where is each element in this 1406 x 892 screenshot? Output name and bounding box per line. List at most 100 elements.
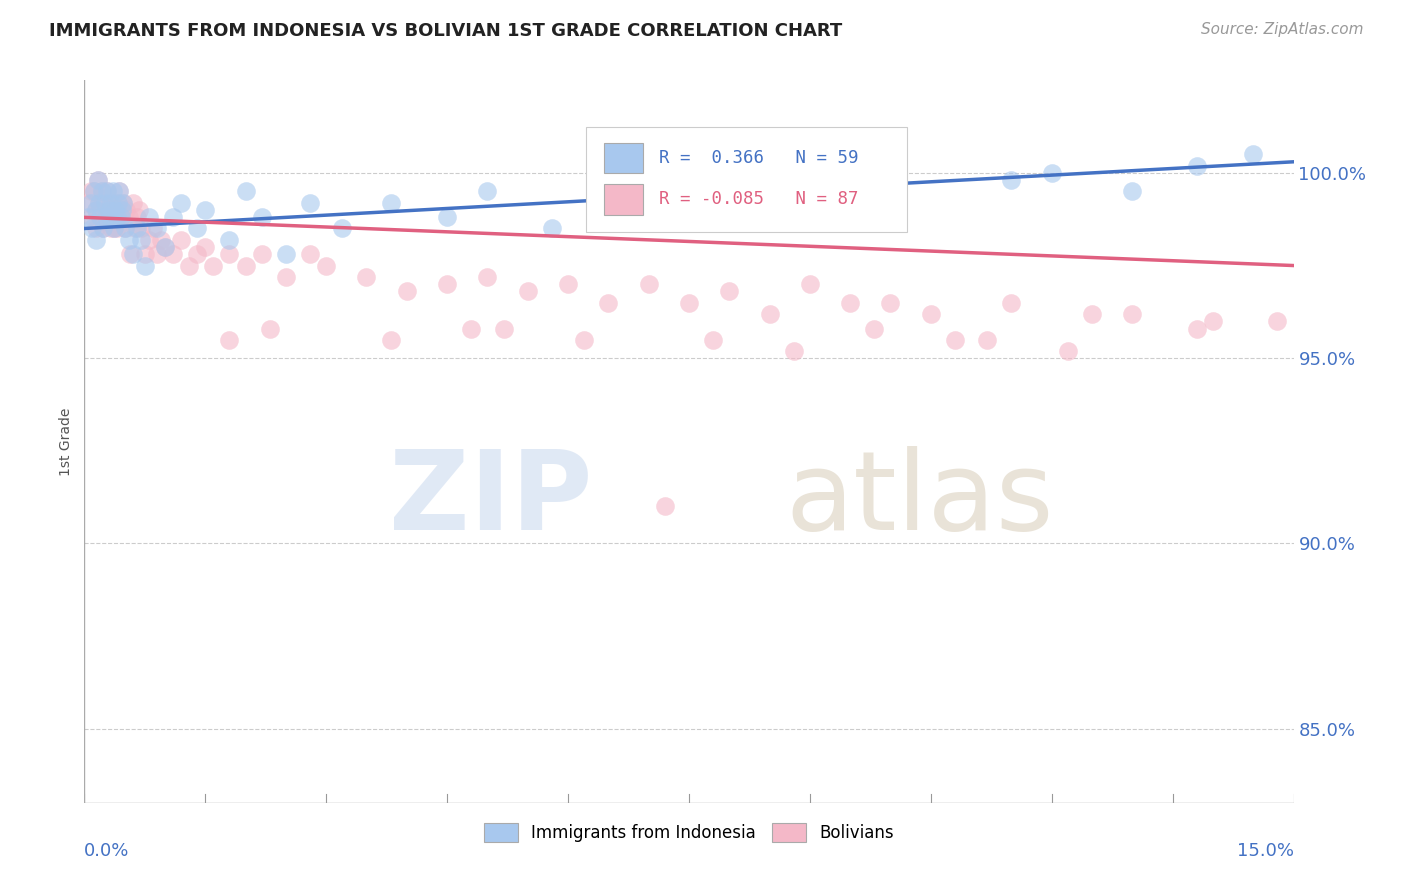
Point bbox=[1121, 307, 1143, 321]
Point bbox=[436, 277, 458, 291]
Point bbox=[94, 211, 117, 225]
Point bbox=[128, 202, 150, 217]
Point bbox=[77, 195, 100, 210]
Point bbox=[194, 202, 217, 217]
Point bbox=[274, 269, 297, 284]
Point bbox=[97, 202, 120, 217]
Text: R =  0.366   N = 59: R = 0.366 N = 59 bbox=[659, 149, 858, 168]
Point bbox=[142, 221, 165, 235]
Point bbox=[89, 211, 111, 225]
Point bbox=[134, 259, 156, 273]
Point bbox=[162, 211, 184, 225]
Point bbox=[98, 211, 121, 225]
Point bbox=[1241, 147, 1264, 161]
Point bbox=[153, 240, 176, 254]
Point bbox=[380, 195, 402, 210]
Point bbox=[1081, 307, 1104, 321]
Text: Source: ZipAtlas.com: Source: ZipAtlas.com bbox=[1201, 22, 1364, 37]
Point bbox=[87, 195, 110, 210]
Point bbox=[87, 173, 110, 187]
Point bbox=[83, 185, 105, 199]
Point bbox=[86, 233, 108, 247]
Point bbox=[86, 221, 108, 235]
Point bbox=[146, 221, 169, 235]
Point bbox=[799, 277, 821, 291]
Point bbox=[395, 285, 418, 299]
Point bbox=[1185, 159, 1208, 173]
Point bbox=[138, 233, 160, 247]
Point bbox=[96, 185, 118, 199]
Text: atlas: atlas bbox=[786, 446, 1054, 553]
Point bbox=[87, 173, 110, 187]
Point bbox=[637, 277, 659, 291]
Point bbox=[678, 295, 700, 310]
Point bbox=[110, 211, 132, 225]
Point bbox=[235, 259, 257, 273]
Point bbox=[91, 185, 114, 199]
Point bbox=[114, 221, 136, 235]
Point bbox=[91, 221, 114, 235]
Point bbox=[101, 185, 124, 199]
Y-axis label: 1st Grade: 1st Grade bbox=[59, 408, 73, 475]
Point bbox=[250, 211, 273, 225]
Point bbox=[356, 269, 378, 284]
Point bbox=[702, 333, 724, 347]
Legend: Immigrants from Indonesia, Bolivians: Immigrants from Indonesia, Bolivians bbox=[478, 816, 900, 848]
Point bbox=[758, 307, 780, 321]
Point bbox=[799, 173, 821, 187]
Point bbox=[920, 307, 942, 321]
Point bbox=[492, 321, 515, 335]
Point bbox=[179, 259, 201, 273]
Point bbox=[97, 202, 120, 217]
Bar bbox=[605, 185, 643, 215]
Point bbox=[82, 221, 104, 235]
Point bbox=[1267, 314, 1289, 328]
Point bbox=[125, 221, 148, 235]
Point bbox=[783, 343, 806, 358]
Point bbox=[250, 247, 273, 261]
Point bbox=[572, 333, 595, 347]
Point bbox=[976, 333, 998, 347]
Point bbox=[96, 185, 118, 199]
Point bbox=[299, 247, 322, 261]
Point bbox=[110, 211, 132, 225]
Point bbox=[1056, 343, 1078, 358]
Point bbox=[516, 285, 538, 299]
Point bbox=[105, 221, 128, 235]
Point bbox=[477, 185, 499, 199]
Point bbox=[104, 202, 127, 217]
Point bbox=[718, 285, 741, 299]
Point bbox=[186, 247, 208, 261]
Point bbox=[138, 211, 160, 225]
Point bbox=[111, 202, 134, 217]
Point bbox=[1000, 295, 1022, 310]
Point bbox=[114, 221, 136, 235]
Point bbox=[121, 247, 143, 261]
Point bbox=[124, 221, 146, 235]
Point bbox=[125, 211, 148, 225]
Point bbox=[118, 211, 141, 225]
Point bbox=[218, 247, 240, 261]
Point bbox=[839, 295, 862, 310]
Point bbox=[598, 295, 620, 310]
Point bbox=[943, 333, 966, 347]
Point bbox=[82, 211, 104, 225]
Point bbox=[315, 259, 337, 273]
Point bbox=[98, 211, 121, 225]
Point bbox=[100, 221, 122, 235]
Point bbox=[77, 211, 100, 225]
Point bbox=[129, 233, 152, 247]
Point bbox=[93, 195, 115, 210]
Text: 15.0%: 15.0% bbox=[1236, 842, 1294, 860]
Point bbox=[259, 321, 281, 335]
Point bbox=[330, 221, 353, 235]
Point bbox=[103, 221, 125, 235]
Text: IMMIGRANTS FROM INDONESIA VS BOLIVIAN 1ST GRADE CORRELATION CHART: IMMIGRANTS FROM INDONESIA VS BOLIVIAN 1S… bbox=[49, 22, 842, 40]
Point bbox=[557, 277, 579, 291]
Point bbox=[89, 211, 111, 225]
Point bbox=[162, 247, 184, 261]
Point bbox=[218, 233, 240, 247]
Point bbox=[83, 185, 105, 199]
Point bbox=[149, 233, 172, 247]
Point bbox=[108, 185, 131, 199]
